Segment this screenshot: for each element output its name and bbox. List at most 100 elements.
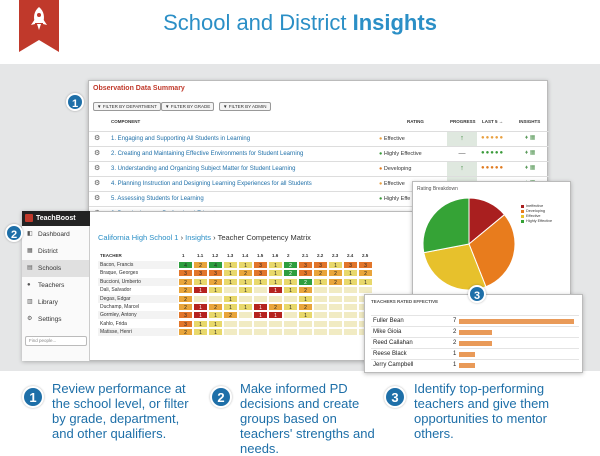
- sidebar-item-schools[interactable]: ▤ Schools: [22, 260, 89, 277]
- matrix-cell[interactable]: [313, 328, 328, 337]
- matrix-cell[interactable]: [223, 328, 238, 337]
- matrix-cell[interactable]: 3: [193, 269, 208, 278]
- matrix-cell[interactable]: [208, 294, 223, 303]
- matrix-cell[interactable]: 1: [253, 277, 268, 286]
- matrix-cell[interactable]: [283, 294, 298, 303]
- matrix-cell[interactable]: 1: [223, 261, 238, 269]
- matrix-cell[interactable]: [298, 319, 313, 328]
- matrix-cell[interactable]: 1: [298, 311, 313, 320]
- matrix-cell[interactable]: 2: [178, 286, 193, 295]
- matrix-cell[interactable]: 2: [298, 303, 313, 311]
- component-link[interactable]: 5. Assessing Students for Learning: [111, 196, 204, 202]
- breadcrumb-insights[interactable]: Insights: [185, 233, 212, 242]
- matrix-cell[interactable]: 2: [178, 328, 193, 337]
- matrix-cell[interactable]: 1: [328, 261, 343, 269]
- matrix-cell[interactable]: [268, 328, 283, 337]
- gear-icon[interactable]: ⚙: [94, 195, 101, 202]
- matrix-cell[interactable]: 1: [313, 277, 328, 286]
- matrix-cell[interactable]: 2: [178, 303, 193, 311]
- matrix-cell[interactable]: 1: [343, 277, 358, 286]
- matrix-cell[interactable]: [253, 294, 268, 303]
- matrix-cell[interactable]: 2: [313, 269, 328, 278]
- matrix-cell[interactable]: 1: [283, 277, 298, 286]
- matrix-cell[interactable]: 1: [238, 277, 253, 286]
- matrix-cell[interactable]: 4: [208, 261, 223, 269]
- teacher-name[interactable]: Matisse, Henri: [98, 328, 178, 337]
- component-link[interactable]: 3. Understanding and Organizing Subject …: [111, 166, 296, 172]
- matrix-cell[interactable]: 1: [358, 277, 373, 286]
- matrix-cell[interactable]: 3: [343, 261, 358, 269]
- observation-row[interactable]: ⚙ 3. Understanding and Organizing Subject…: [89, 161, 549, 176]
- matrix-cell[interactable]: 1: [238, 286, 253, 295]
- matrix-cell[interactable]: [268, 294, 283, 303]
- insights-icon[interactable]: ♦ ▦: [525, 135, 536, 141]
- filter-department-button[interactable]: ▼ FILTER BY DEPARTMENT: [93, 102, 161, 111]
- matrix-cell[interactable]: [313, 286, 328, 295]
- gear-icon[interactable]: ⚙: [94, 165, 101, 172]
- find-people-input[interactable]: Find people...: [25, 336, 87, 346]
- insights-icon[interactable]: ♦ ▦: [525, 150, 536, 156]
- sidebar-item-district[interactable]: ▦ District: [22, 243, 89, 260]
- matrix-cell[interactable]: 2: [223, 311, 238, 320]
- matrix-cell[interactable]: 1: [253, 311, 268, 320]
- filter-admin-button[interactable]: ▼ FILTER BY ADMIN: [219, 102, 271, 111]
- observation-row[interactable]: ⚙ 1. Engaging and Supporting All Students…: [89, 131, 549, 146]
- matrix-cell[interactable]: 1: [268, 277, 283, 286]
- matrix-cell[interactable]: [343, 311, 358, 320]
- matrix-cell[interactable]: 1: [193, 303, 208, 311]
- matrix-cell[interactable]: 1: [208, 286, 223, 295]
- sidebar-item-teachers[interactable]: ● Teachers: [22, 277, 89, 294]
- matrix-cell[interactable]: 2: [208, 277, 223, 286]
- matrix-cell[interactable]: 3: [298, 269, 313, 278]
- matrix-cell[interactable]: 1: [343, 269, 358, 278]
- matrix-cell[interactable]: 3: [298, 261, 313, 269]
- teacher-name[interactable]: Duchamp, Marcel: [100, 304, 140, 310]
- filter-grade-button[interactable]: ▼ FILTER BY GRADE: [161, 102, 215, 111]
- matrix-cell[interactable]: 3: [178, 319, 193, 328]
- observation-row[interactable]: ⚙ 5. Assessing Students for Learning ● Hig…: [89, 191, 549, 206]
- observation-row[interactable]: ⚙ 2. Creating and Maintaining Effective E…: [89, 146, 549, 161]
- rated-row[interactable]: Reese Black 1: [371, 348, 579, 359]
- teachboost-logo[interactable]: TeachBoost: [22, 211, 90, 226]
- matrix-cell[interactable]: 2: [328, 277, 343, 286]
- gear-icon[interactable]: ⚙: [94, 150, 101, 157]
- matrix-cell[interactable]: 2: [238, 269, 253, 278]
- matrix-cell[interactable]: [328, 311, 343, 320]
- matrix-cell[interactable]: [328, 319, 343, 328]
- insights-icon[interactable]: ♦ ▦: [525, 165, 536, 171]
- matrix-cell[interactable]: [313, 294, 328, 303]
- matrix-cell[interactable]: [253, 328, 268, 337]
- matrix-cell[interactable]: 1: [238, 261, 253, 269]
- gear-icon[interactable]: ⚙: [94, 180, 101, 187]
- rated-row[interactable]: Jerry Campbell 1: [371, 359, 579, 370]
- matrix-cell[interactable]: 1: [193, 286, 208, 295]
- matrix-cell[interactable]: 1: [268, 269, 283, 278]
- matrix-cell[interactable]: 2: [283, 269, 298, 278]
- teacher-name[interactable]: Degas, Edgar: [98, 294, 178, 303]
- matrix-cell[interactable]: 3: [178, 269, 193, 278]
- matrix-cell[interactable]: [343, 294, 358, 303]
- teacher-name[interactable]: Buccioni, Umberto: [98, 277, 178, 286]
- matrix-cell[interactable]: [343, 286, 358, 295]
- matrix-cell[interactable]: 1: [283, 303, 298, 311]
- component-link[interactable]: 2. Creating and Maintaining Effective En…: [111, 151, 304, 157]
- matrix-cell[interactable]: 1: [193, 319, 208, 328]
- matrix-cell[interactable]: 3: [253, 261, 268, 269]
- matrix-cell[interactable]: 2: [358, 269, 373, 278]
- matrix-cell[interactable]: 3: [358, 261, 373, 269]
- matrix-cell[interactable]: [343, 303, 358, 311]
- matrix-cell[interactable]: [343, 328, 358, 337]
- teacher-name[interactable]: Gormley, Antony: [98, 311, 178, 320]
- matrix-cell[interactable]: [298, 328, 313, 337]
- component-link[interactable]: 1. Engaging and Supporting All Students …: [111, 136, 251, 142]
- breadcrumb-school[interactable]: California High School 1: [98, 233, 179, 242]
- matrix-cell[interactable]: 1: [223, 294, 238, 303]
- matrix-cell[interactable]: [313, 319, 328, 328]
- matrix-cell[interactable]: [238, 311, 253, 320]
- matrix-cell[interactable]: 1: [238, 303, 253, 311]
- matrix-cell[interactable]: [358, 286, 373, 295]
- sidebar-item-settings[interactable]: ⚙ Settings: [22, 311, 89, 328]
- matrix-cell[interactable]: 1: [298, 294, 313, 303]
- matrix-cell[interactable]: [328, 303, 343, 311]
- matrix-cell[interactable]: 1: [208, 328, 223, 337]
